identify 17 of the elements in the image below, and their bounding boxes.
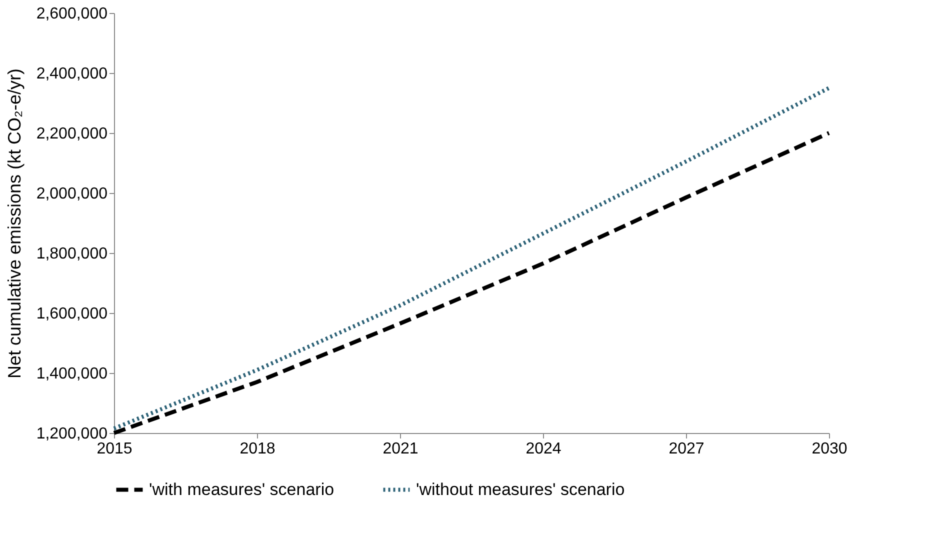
- y-tick-label: 1,200,000: [36, 426, 108, 442]
- y-tick-label: 2,000,000: [36, 186, 108, 202]
- y-tick-label: 1,600,000: [36, 306, 108, 322]
- y-tick-label: 1,800,000: [36, 246, 108, 262]
- legend-label: 'with measures' scenario: [149, 480, 334, 499]
- y-tick-label: 2,400,000: [36, 66, 108, 82]
- legend-label: 'without measures' scenario: [416, 480, 625, 499]
- x-tick-label: 2018: [240, 440, 276, 458]
- x-tick-label: 2030: [812, 440, 848, 458]
- x-tick-label: 2027: [668, 440, 704, 458]
- x-tick-label: 2015: [96, 440, 132, 458]
- y-tick-label: 2,200,000: [36, 126, 108, 142]
- x-tick-label: 2024: [526, 440, 562, 458]
- y-tick-label: 2,600,000: [36, 6, 108, 22]
- x-tick-label: 2021: [382, 440, 418, 458]
- y-tick-label: 1,400,000: [36, 366, 108, 382]
- y-axis-title: Net cumulative emissions (kt CO₂-e/yr): [4, 68, 24, 379]
